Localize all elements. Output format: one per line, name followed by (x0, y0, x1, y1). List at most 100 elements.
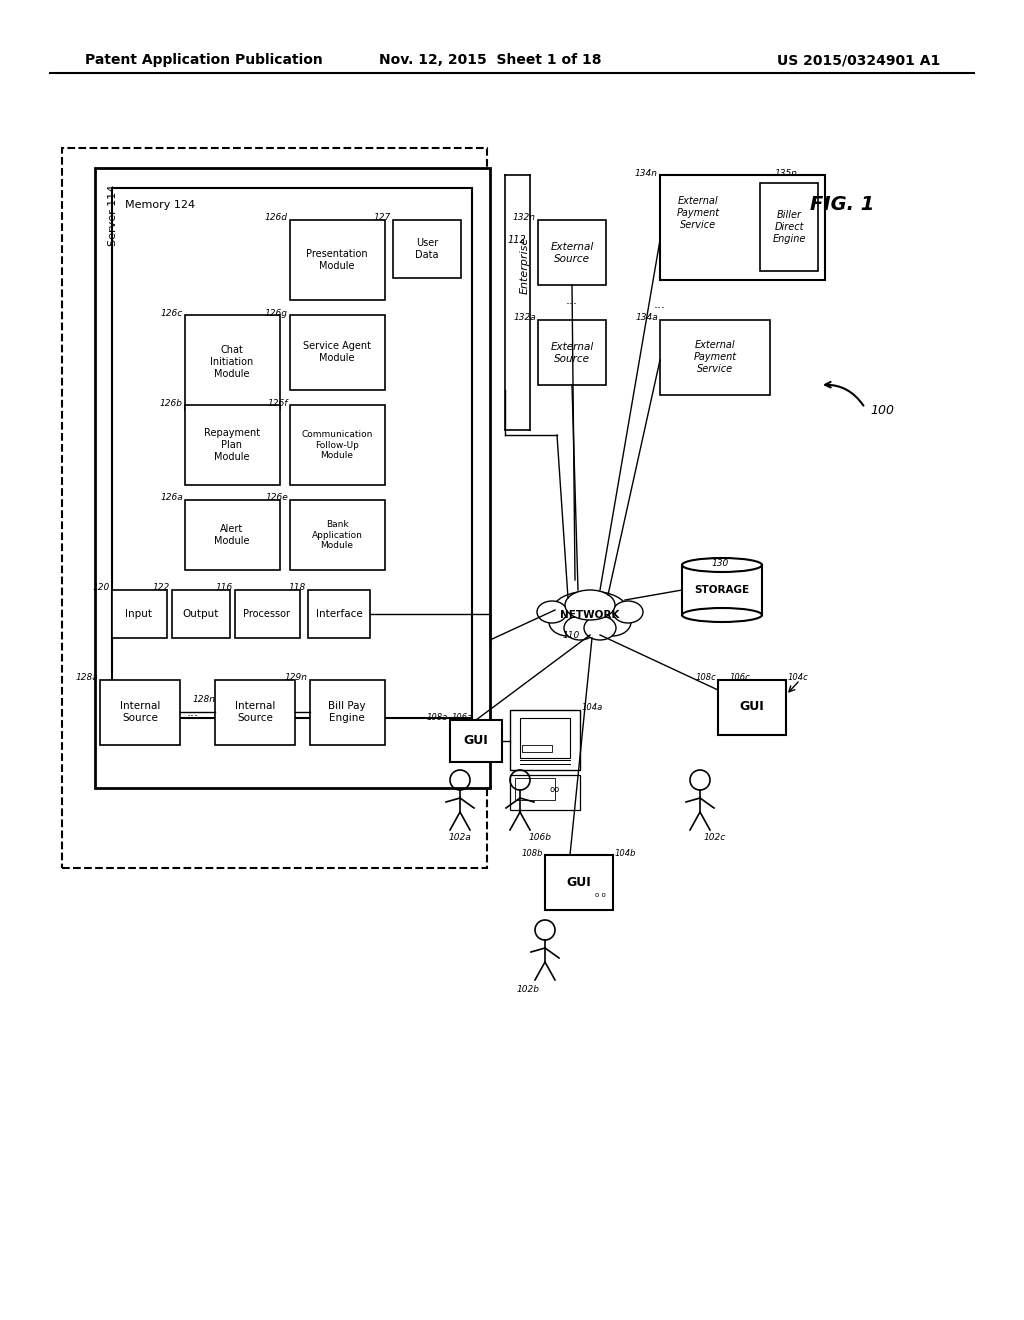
Ellipse shape (549, 609, 587, 636)
Text: 126f: 126f (267, 399, 288, 408)
Text: 116: 116 (216, 583, 233, 593)
Text: 112: 112 (508, 235, 526, 246)
Bar (290, 315, 385, 389)
Text: 132a: 132a (513, 314, 536, 322)
Text: 120: 120 (93, 583, 110, 593)
Text: Patent Application Publication: Patent Application Publication (85, 53, 323, 67)
Ellipse shape (593, 609, 631, 636)
Bar (308, 590, 370, 638)
Bar (112, 590, 167, 638)
Bar (515, 777, 555, 800)
Text: Chat
Initiation
Module: Chat Initiation Module (210, 346, 254, 379)
Bar (310, 680, 385, 744)
Bar (510, 710, 580, 770)
Bar (234, 590, 300, 638)
Text: 128a: 128a (75, 673, 98, 682)
Bar (660, 176, 825, 280)
Text: US 2015/0324901 A1: US 2015/0324901 A1 (777, 53, 940, 67)
Text: 104c: 104c (788, 673, 809, 682)
Text: External
Payment
Service: External Payment Service (677, 197, 720, 230)
Text: 106a: 106a (452, 714, 473, 722)
Text: External
Source: External Source (550, 242, 594, 264)
Text: 126g: 126g (265, 309, 288, 318)
Text: 118: 118 (289, 583, 306, 593)
Text: Processor: Processor (244, 609, 291, 619)
Bar (545, 855, 613, 909)
Text: 102a: 102a (449, 833, 471, 842)
Text: 130: 130 (712, 558, 729, 568)
Text: Bill Pay
Engine: Bill Pay Engine (328, 701, 366, 723)
Text: 102c: 102c (703, 833, 726, 842)
Text: 134a: 134a (635, 314, 658, 322)
Ellipse shape (584, 616, 616, 640)
Text: 104b: 104b (615, 849, 637, 858)
Text: 108c: 108c (695, 673, 716, 682)
Text: Memory 124: Memory 124 (125, 201, 196, 210)
Text: 100: 100 (870, 404, 894, 417)
Bar (172, 590, 230, 638)
Text: Enterprise: Enterprise (520, 236, 530, 293)
Bar (660, 319, 770, 395)
Bar (393, 220, 461, 279)
Text: Internal
Source: Internal Source (120, 701, 160, 723)
Text: 135n: 135n (775, 169, 798, 177)
Bar (538, 319, 606, 385)
Bar (522, 744, 552, 752)
Ellipse shape (682, 609, 762, 622)
Bar (100, 680, 180, 744)
Text: 126e: 126e (265, 494, 288, 503)
Text: GUI: GUI (739, 701, 764, 714)
Text: Server 114: Server 114 (108, 185, 118, 246)
Text: User
Data: User Data (416, 238, 438, 260)
Text: o o: o o (595, 892, 605, 898)
Text: Service Agent
Module: Service Agent Module (303, 341, 371, 363)
Text: External
Source: External Source (550, 342, 594, 364)
Text: 106c: 106c (730, 673, 751, 682)
Ellipse shape (682, 558, 762, 572)
Ellipse shape (553, 591, 628, 630)
Bar (450, 719, 502, 762)
Text: Repayment
Plan
Module: Repayment Plan Module (204, 429, 260, 462)
Text: 129n: 129n (285, 673, 308, 682)
Text: 132n: 132n (513, 214, 536, 223)
Bar (520, 718, 570, 758)
Bar (290, 405, 385, 484)
Text: Interface: Interface (315, 609, 362, 619)
Ellipse shape (564, 616, 596, 640)
Bar (510, 775, 580, 810)
Text: 110: 110 (563, 631, 580, 639)
Bar (290, 500, 385, 570)
Text: 122: 122 (153, 583, 170, 593)
Text: Internal
Source: Internal Source (234, 701, 275, 723)
Bar (682, 565, 762, 615)
Text: Input: Input (126, 609, 153, 619)
Text: Communication
Follow-Up
Module: Communication Follow-Up Module (301, 430, 373, 459)
Text: 106b: 106b (528, 833, 552, 842)
Text: 126c: 126c (161, 309, 183, 318)
Text: 134n: 134n (635, 169, 658, 177)
Text: ...: ... (654, 298, 666, 312)
Ellipse shape (537, 601, 567, 623)
Ellipse shape (613, 601, 643, 623)
Text: oo: oo (550, 785, 560, 795)
Text: Output: Output (183, 609, 219, 619)
Text: GUI: GUI (464, 734, 488, 747)
Text: 126a: 126a (160, 494, 183, 503)
Bar (112, 187, 472, 718)
Text: 126d: 126d (265, 214, 288, 223)
Bar (62, 148, 487, 869)
Text: 102b: 102b (516, 986, 540, 994)
Bar (185, 500, 280, 570)
Bar (718, 680, 786, 735)
Text: NETWORK: NETWORK (560, 610, 620, 620)
Text: FIG. 1: FIG. 1 (810, 195, 874, 214)
Text: 108b: 108b (521, 849, 543, 858)
Text: ...: ... (187, 705, 199, 718)
Text: GUI: GUI (566, 875, 592, 888)
Ellipse shape (565, 590, 615, 620)
Text: Nov. 12, 2015  Sheet 1 of 18: Nov. 12, 2015 Sheet 1 of 18 (379, 53, 601, 67)
Text: 127: 127 (374, 214, 391, 223)
Bar (538, 220, 606, 285)
Text: Bank
Application
Module: Bank Application Module (311, 520, 362, 550)
Text: 108a: 108a (427, 714, 449, 722)
